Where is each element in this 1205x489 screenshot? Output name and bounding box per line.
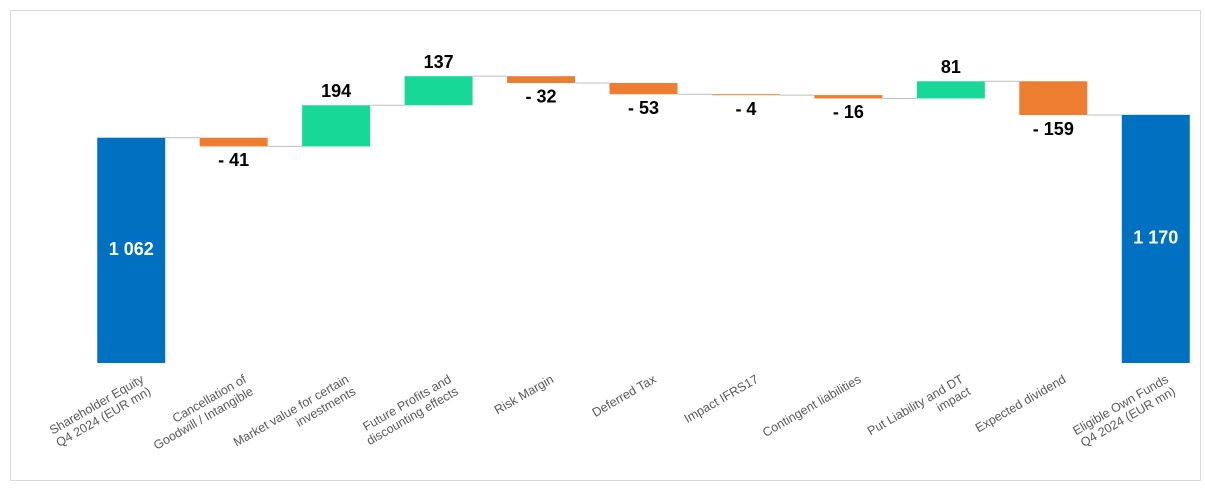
x-tick-label-text: Risk Margin [492, 372, 556, 417]
bar [916, 81, 985, 99]
x-tick-label-text: Impact IFRS17 [682, 372, 761, 426]
bar [199, 137, 268, 147]
bar [404, 76, 473, 106]
x-tick-label-line: Impact IFRS17 [682, 372, 761, 426]
x-tick-label-line: Risk Margin [492, 372, 556, 417]
value-label: 1 062 [109, 239, 154, 259]
value-label: 137 [424, 52, 454, 72]
bar [814, 95, 883, 99]
x-tick-label: Contingent liabilities [760, 372, 863, 440]
bar [302, 105, 371, 147]
x-tick-label-text: Future Profits anddiscounting effects [357, 372, 461, 448]
x-tick-label-text: Shareholder EquityQ4 2024 (EUR mn) [47, 372, 154, 450]
value-label: - 53 [628, 98, 659, 118]
x-tick-label-text: Contingent liabilities [760, 372, 863, 440]
x-tick-label: Risk Margin [492, 372, 556, 417]
value-label: - 159 [1033, 119, 1074, 139]
bar [1019, 81, 1088, 116]
x-tick-label: Expected dividend [973, 372, 1069, 435]
x-tick-label-text: Market value for certaininvestments [231, 372, 358, 462]
x-tick-label: Eligible Own FundsQ4 2024 (EUR mn) [1071, 372, 1178, 450]
value-label: - 16 [833, 102, 864, 122]
x-tick-label-line: Deferred Tax [590, 372, 659, 420]
x-tick-label: Deferred Tax [590, 372, 659, 420]
x-tick-label-line: Contingent liabilities [760, 372, 863, 440]
x-tick-label: Future Profits anddiscounting effects [357, 372, 461, 448]
x-tick-label: Put Liability and DTimpact [865, 372, 973, 451]
x-tick-label-text: Deferred Tax [590, 372, 659, 420]
value-label: - 4 [735, 99, 756, 119]
value-label: 194 [321, 81, 351, 101]
x-tick-label-text: Expected dividend [973, 372, 1069, 435]
chart-frame [10, 10, 1201, 481]
x-tick-label-text: Eligible Own FundsQ4 2024 (EUR mn) [1071, 372, 1178, 450]
x-tick-label-text: Put Liability and DTimpact [865, 372, 973, 451]
x-tick-label: Market value for certaininvestments [231, 372, 358, 462]
value-label: 81 [941, 57, 961, 77]
value-label: 1 170 [1133, 228, 1178, 248]
bar [507, 76, 576, 83]
bar [609, 82, 678, 95]
x-tick-label: Impact IFRS17 [682, 372, 761, 426]
bar [97, 137, 166, 363]
bar [711, 94, 780, 96]
x-tick-label-line: Expected dividend [973, 372, 1069, 435]
bar [1121, 114, 1190, 364]
x-tick-label-line: Market value for certain [231, 372, 351, 449]
value-label: - 32 [526, 87, 557, 107]
value-label: - 41 [218, 150, 249, 170]
x-tick-label: Shareholder EquityQ4 2024 (EUR mn) [47, 372, 154, 450]
